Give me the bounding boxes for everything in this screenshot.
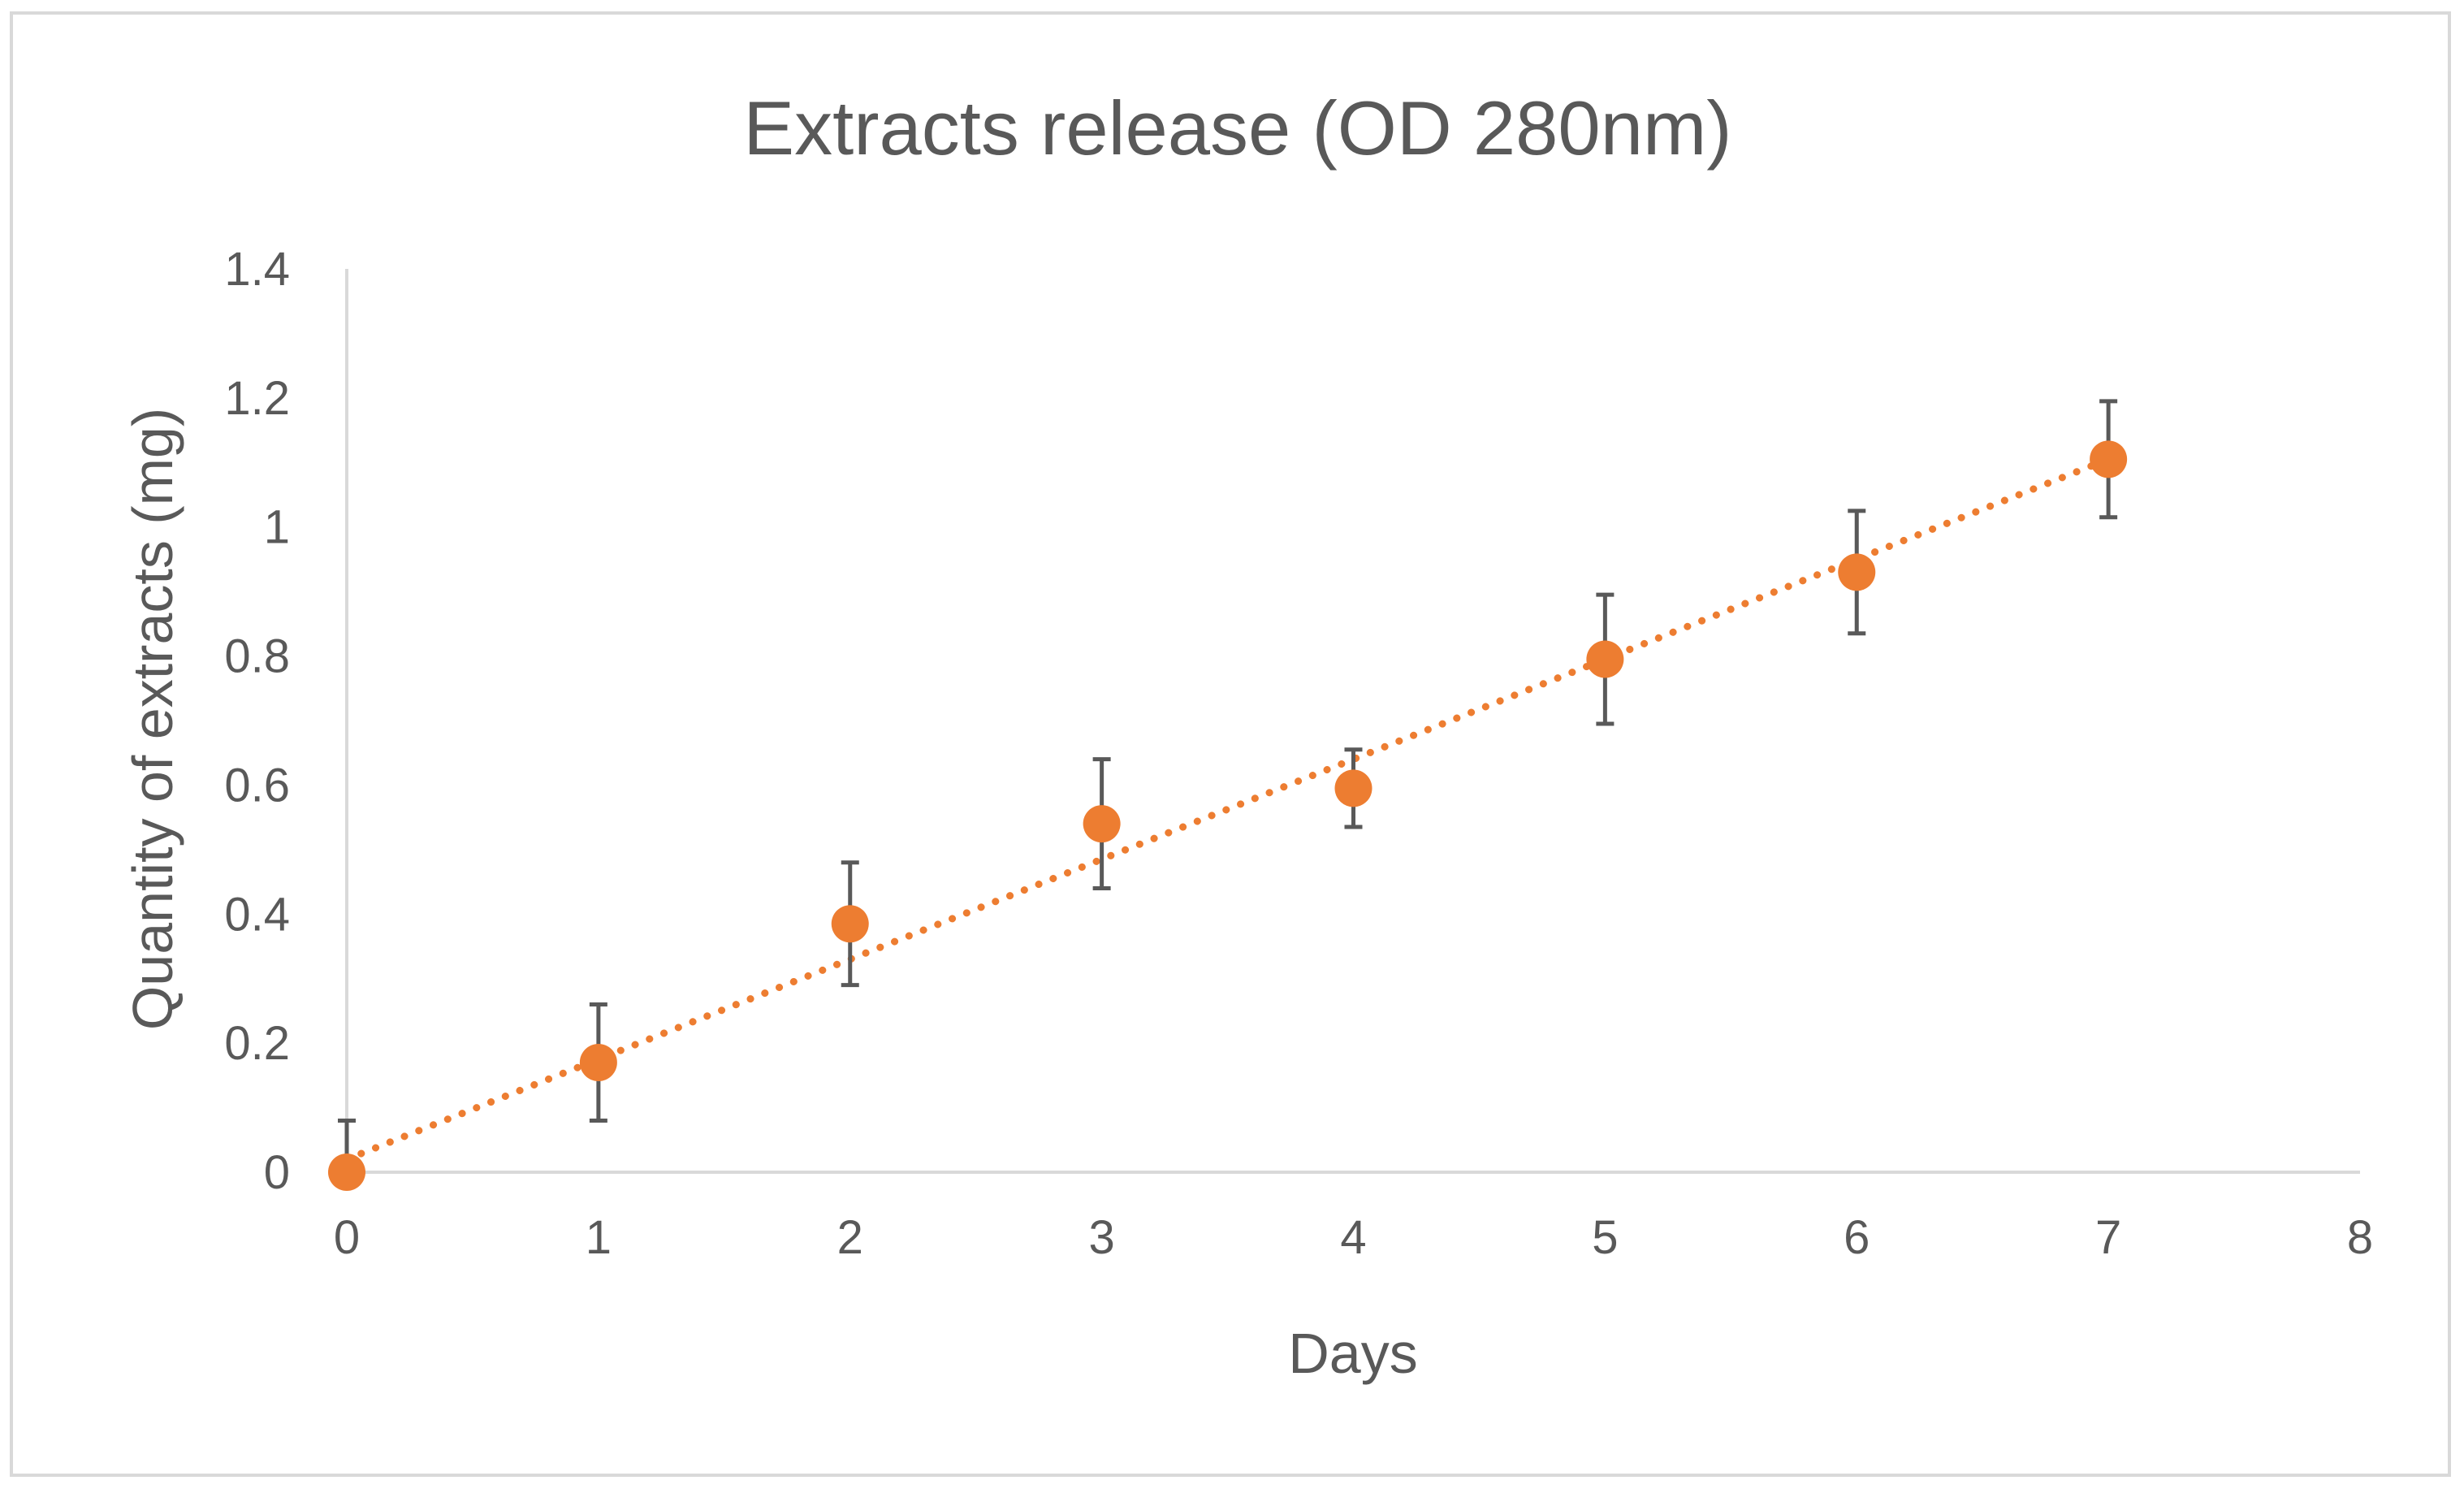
chart-frame: [10, 11, 2451, 1477]
y-tick-label: 0.6: [224, 759, 290, 812]
x-tick-label: 5: [1592, 1211, 1618, 1264]
x-tick-label: 6: [1844, 1211, 1870, 1264]
x-tick-label: 2: [837, 1211, 863, 1264]
y-tick-label: 1.2: [224, 372, 290, 425]
axes: [345, 269, 2360, 1174]
trendline: [343, 455, 2112, 1163]
x-tick-label: 4: [1340, 1211, 1366, 1264]
y-tick-label: 0: [264, 1146, 290, 1199]
chart-title: Extracts release (OD 280nm): [743, 85, 1731, 171]
x-tick-label: 3: [1088, 1211, 1114, 1264]
y-tick-label: 0.8: [224, 630, 290, 683]
x-tick-label: 7: [2095, 1211, 2121, 1264]
data-point: [1083, 805, 1121, 843]
data-point: [1838, 553, 1876, 591]
y-tick-label: 0.4: [224, 888, 290, 941]
x-tick-label: 1: [586, 1211, 612, 1264]
data-point: [328, 1154, 365, 1191]
data-point: [831, 905, 869, 943]
y-tick-label: 1.4: [224, 243, 290, 296]
data-points: [328, 440, 2128, 1191]
data-point: [1586, 640, 1624, 678]
x-tick-label: 8: [2347, 1211, 2373, 1264]
y-tick-label: 1: [264, 501, 290, 554]
y-tick-label: 0.2: [224, 1017, 290, 1070]
x-tick-label: 0: [334, 1211, 360, 1264]
data-point: [1334, 769, 1372, 807]
x-axis-title: Days: [1288, 1322, 1417, 1385]
y-axis-title: Quantity of extracts (mg): [121, 408, 184, 1030]
tick-labels: 0 1 2 3 4 5 6 7 8 0 0.2 0.4 0.6 0.8 1 1.2 1.4: [224, 243, 2373, 1264]
data-point: [2090, 440, 2128, 478]
data-point: [579, 1043, 617, 1081]
trendline-layer: [343, 455, 2112, 1163]
